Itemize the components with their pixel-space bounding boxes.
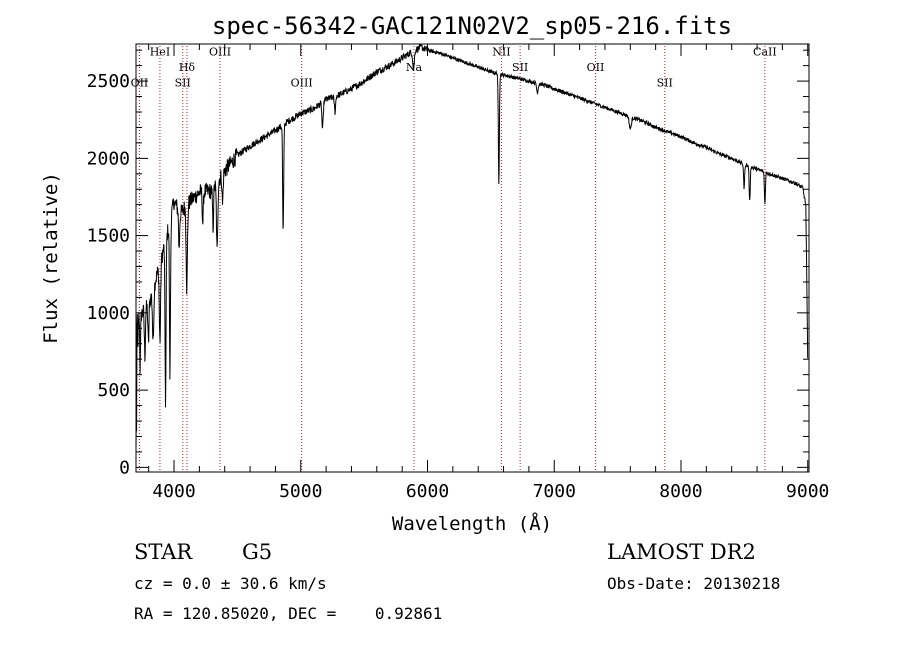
- x-tick-label: 9000: [786, 481, 829, 502]
- chart-title: spec-56342-GAC121N02V2_sp05-216.fits: [212, 12, 732, 40]
- x-axis: 4000 5000 6000 7000 8000 9000: [148, 44, 829, 502]
- line-marker-label: OII: [587, 61, 605, 74]
- line-marker-label: OII: [131, 76, 149, 89]
- line-marker-label: SII: [657, 76, 673, 89]
- line-marker-label: OIII: [209, 46, 231, 59]
- y-tick-label: 0: [119, 457, 130, 478]
- line-marker-label: NII: [492, 46, 510, 59]
- object-class: STAR: [134, 540, 193, 564]
- y-tick-label: 2000: [87, 148, 130, 169]
- y-tick-label: 2500: [87, 71, 130, 92]
- spectrum-line: [135, 43, 809, 449]
- x-tick-label: 5000: [279, 481, 322, 502]
- plot-frame: [135, 43, 810, 473]
- line-marker-label: HeI: [150, 46, 170, 59]
- y-tick-label: 1500: [87, 226, 130, 247]
- x-tick-label: 8000: [659, 481, 702, 502]
- coordinates-readout: RA = 120.85020, DEC = 0.92861: [134, 604, 443, 623]
- line-marker-label: OIII: [291, 76, 313, 89]
- line-marker-label: SII: [175, 76, 191, 89]
- y-axis: 0 500 1000 1500 2000 2500: [87, 49, 809, 478]
- x-tick-label: 7000: [533, 481, 576, 502]
- x-axis-label: Wavelength (Å): [392, 512, 552, 535]
- redshift-readout: cz = 0.0 ± 30.6 km/s: [134, 574, 327, 593]
- y-tick-label: 500: [97, 380, 130, 401]
- survey-name: LAMOST DR2: [607, 540, 756, 564]
- x-tick-label: 6000: [406, 481, 449, 502]
- line-marker-label: SII: [512, 61, 528, 74]
- y-axis-label: Flux (relative): [40, 172, 62, 344]
- line-marker-label: CaII: [753, 46, 777, 59]
- x-tick-label: 4000: [152, 481, 195, 502]
- y-tick-label: 1000: [87, 303, 130, 324]
- object-subclass: G5: [242, 540, 273, 564]
- line-marker-label: Hδ: [179, 61, 196, 74]
- observation-date: Obs-Date: 20130218: [607, 574, 781, 593]
